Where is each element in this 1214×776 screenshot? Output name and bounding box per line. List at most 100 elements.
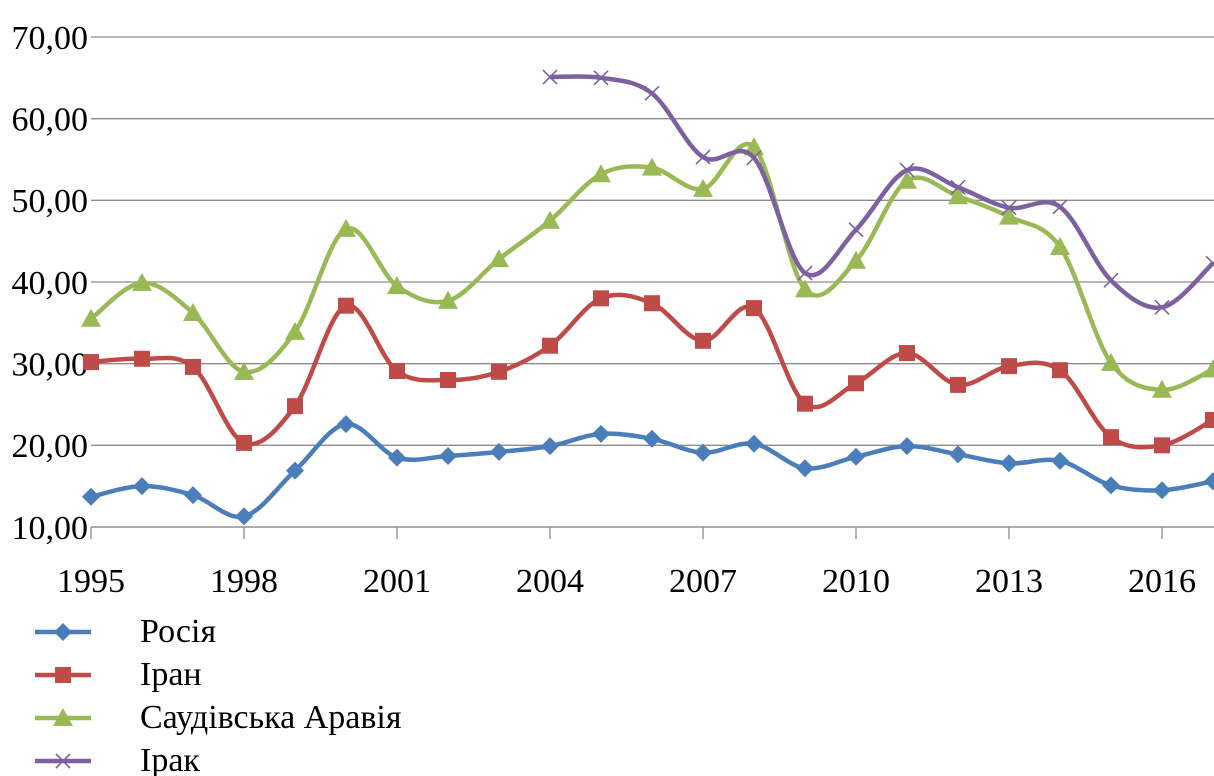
marker [82, 487, 100, 506]
marker [83, 354, 99, 371]
marker [338, 297, 354, 314]
marker [388, 448, 406, 467]
marker [999, 206, 1019, 225]
marker [693, 178, 713, 197]
series-line [549, 74, 1214, 310]
marker [1052, 199, 1068, 215]
legend-marker [54, 623, 72, 641]
marker [1153, 481, 1171, 500]
marker [797, 395, 813, 412]
marker [1051, 451, 1069, 470]
marker [591, 164, 611, 183]
marker [1103, 429, 1119, 446]
marker [440, 372, 456, 388]
legend-label: Саудівська Аравія [140, 699, 402, 736]
marker [287, 398, 303, 415]
marker [694, 443, 712, 462]
y-tick-label: 60,00 [12, 101, 89, 138]
marker [593, 70, 609, 86]
marker [133, 477, 151, 496]
marker [695, 332, 711, 349]
legend-label: Ірак [140, 742, 200, 776]
marker [898, 437, 916, 456]
marker [644, 295, 660, 312]
y-tick-label: 30,00 [12, 346, 89, 383]
marker [389, 363, 405, 380]
marker [134, 350, 150, 367]
marker [1154, 299, 1170, 315]
y-tick-label: 70,00 [12, 20, 89, 57]
marker [846, 250, 866, 269]
marker [234, 361, 254, 380]
marker [337, 415, 355, 434]
marker [695, 149, 711, 165]
marker [1001, 358, 1017, 375]
marker [236, 434, 252, 451]
marker [1205, 412, 1214, 429]
marker [644, 85, 660, 101]
y-tick-label: 20,00 [12, 428, 89, 465]
marker [795, 279, 815, 298]
marker [1152, 379, 1172, 398]
marker [185, 358, 201, 375]
marker [1101, 352, 1121, 371]
x-tick-label: 2001 [363, 563, 431, 600]
marker [1154, 437, 1170, 454]
y-tick-label: 50,00 [12, 183, 89, 220]
marker [1001, 200, 1017, 216]
marker [797, 265, 813, 281]
marker [899, 345, 915, 362]
marker [848, 375, 864, 392]
y-tick-label: 40,00 [12, 265, 89, 302]
legend-marker [55, 753, 71, 769]
marker [1205, 255, 1214, 271]
legend-label: Росія [140, 613, 216, 650]
marker [593, 290, 609, 307]
marker [132, 272, 152, 291]
legend-marker [55, 667, 71, 683]
marker [1103, 272, 1119, 288]
marker [542, 69, 558, 85]
marker [1000, 454, 1018, 473]
marker [848, 222, 864, 238]
marker [1102, 476, 1120, 495]
x-tick-label: 1998 [210, 563, 278, 600]
marker [746, 300, 762, 317]
marker [897, 170, 917, 189]
marker [286, 461, 304, 480]
marker [489, 249, 509, 268]
legend-marker [53, 708, 73, 726]
marker [592, 424, 610, 443]
marker [438, 290, 458, 309]
x-tick-label: 2016 [1128, 563, 1196, 600]
marker [1204, 472, 1214, 491]
marker [642, 157, 662, 176]
marker [184, 486, 202, 505]
y-tick-label: 10,00 [12, 510, 89, 547]
marker [643, 429, 661, 448]
marker [746, 150, 762, 166]
marker [336, 218, 356, 237]
marker [745, 434, 763, 453]
marker [285, 321, 305, 340]
marker [490, 442, 508, 461]
x-tick-label: 2007 [669, 563, 737, 600]
marker [948, 186, 968, 205]
marker [1050, 236, 1070, 255]
marker [439, 446, 457, 465]
marker [796, 459, 814, 478]
marker [949, 445, 967, 464]
marker [540, 210, 560, 229]
marker [847, 447, 865, 466]
marker [744, 137, 764, 156]
x-tick-label: 2004 [516, 563, 584, 600]
marker [81, 308, 101, 327]
x-tick-label: 2013 [975, 563, 1043, 600]
marker [542, 337, 558, 354]
x-tick-label: 1995 [57, 563, 125, 600]
marker [235, 507, 253, 526]
marker [183, 303, 203, 322]
marker [1203, 359, 1214, 378]
series-line [89, 142, 1214, 393]
